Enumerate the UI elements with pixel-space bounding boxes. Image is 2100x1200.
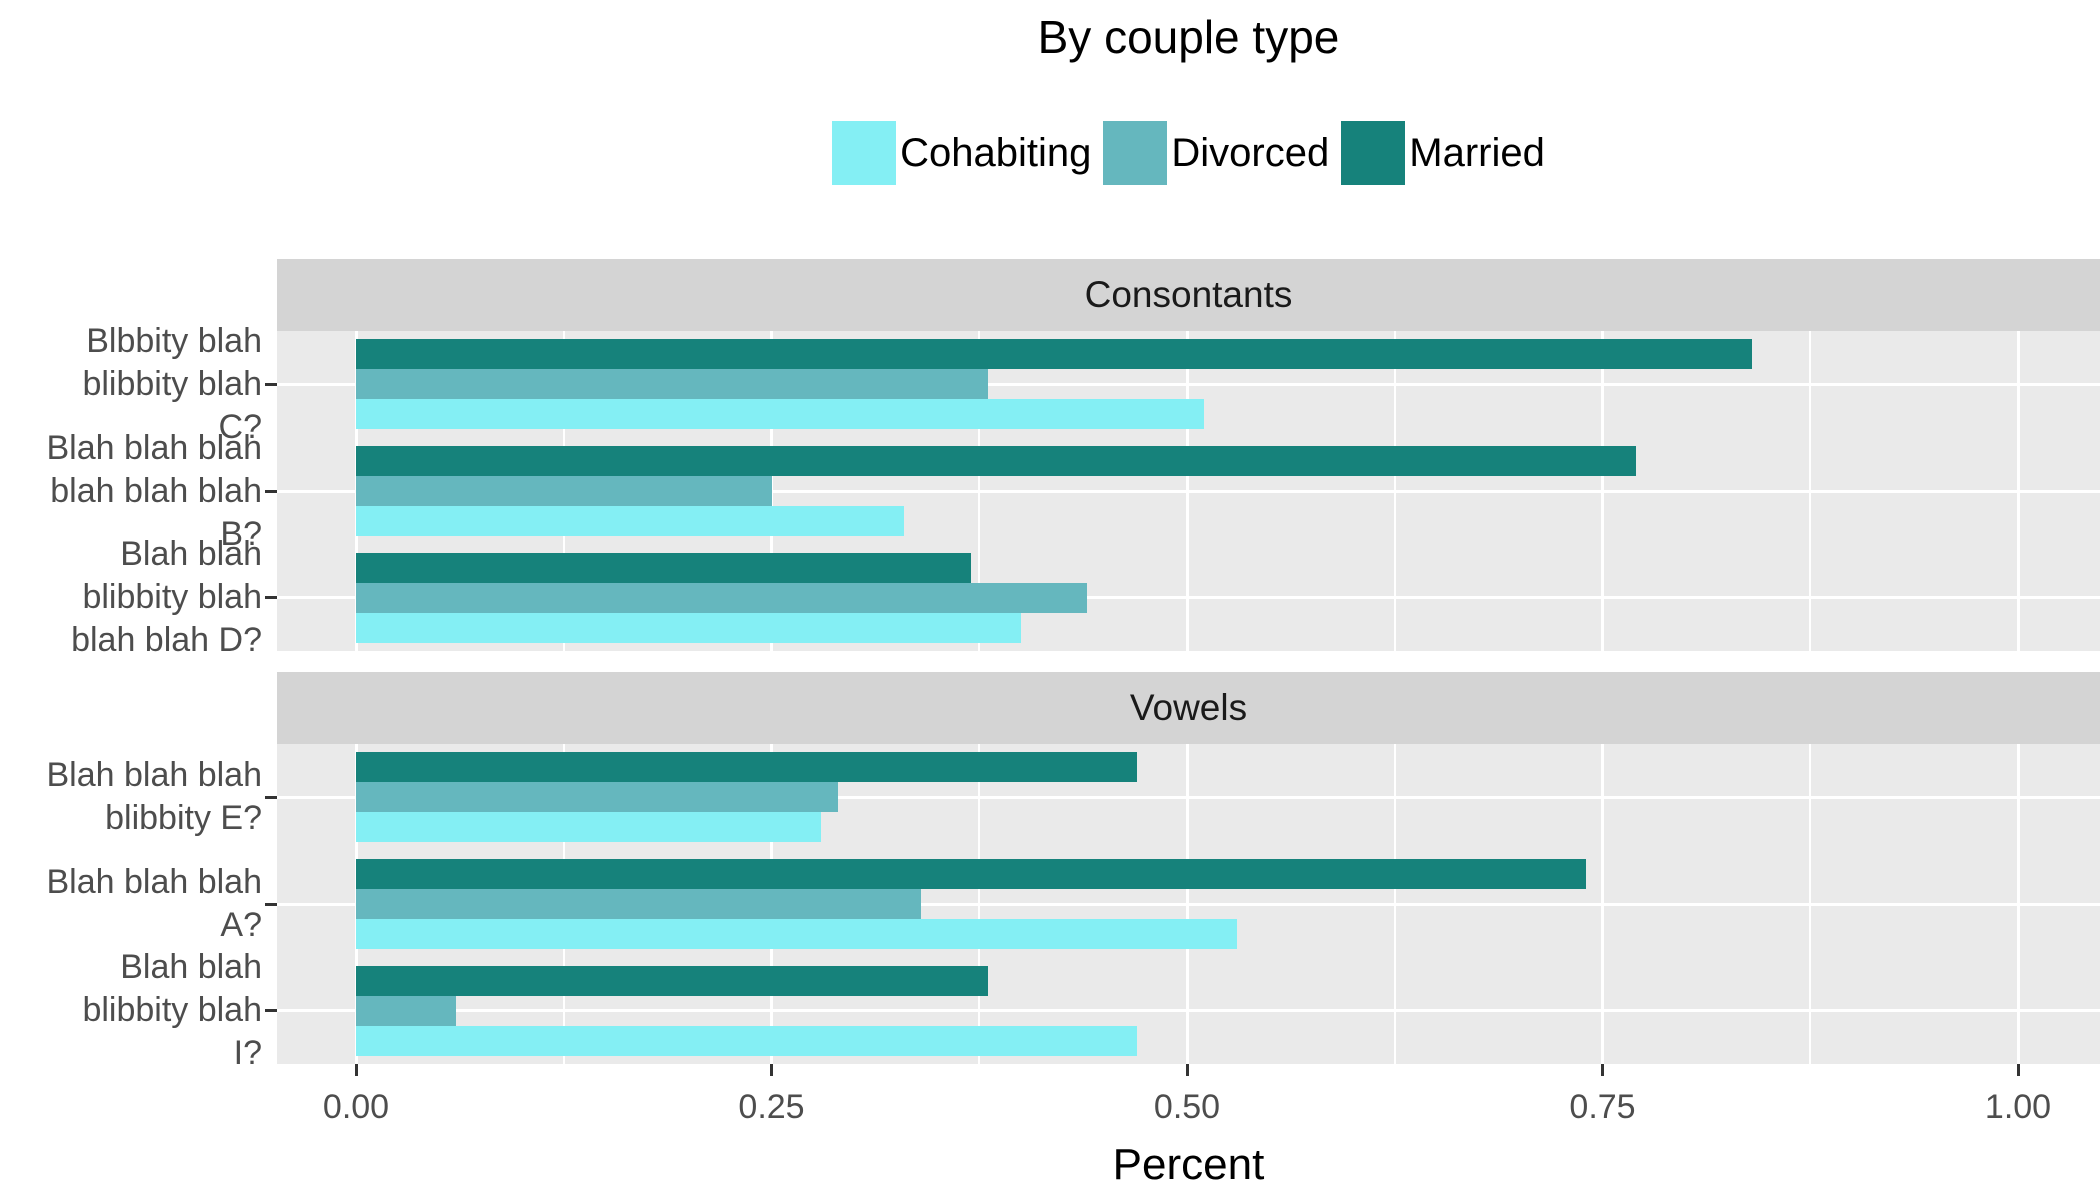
bar-divorced (356, 889, 922, 919)
x-tick-mark (354, 1064, 358, 1076)
gridline-horizontal (277, 489, 2100, 493)
x-tick-mark (1185, 1064, 1189, 1076)
x-tick-label: 0.25 (738, 1088, 805, 1126)
y-tick-mark (265, 902, 277, 906)
bar-cohabiting (356, 1025, 1138, 1056)
facet-panel-consontants (277, 331, 2100, 651)
legend-swatch-married (1341, 121, 1406, 185)
y-tick-mark (265, 1009, 277, 1013)
x-tick-mark (1601, 1064, 1604, 1076)
gridline-horizontal (277, 795, 2100, 799)
legend-swatch-cohabiting (832, 121, 897, 185)
chart-title: By couple type (1037, 11, 1340, 63)
gridline-minor (978, 331, 981, 651)
gridline-minor (978, 744, 981, 1064)
legend-item-cohabiting: Cohabiting (832, 121, 1091, 185)
y-tick-mark (265, 382, 277, 386)
legend-item-married: Married (1341, 121, 1545, 185)
gridline-major (770, 331, 773, 651)
legend: Cohabiting Divorced Married (277, 118, 2100, 188)
gridline-minor (1809, 744, 1812, 1064)
gridline-horizontal (277, 902, 2100, 906)
gridline-major (1601, 331, 1604, 651)
gridline-major (1185, 331, 1189, 651)
y-tick-mark (265, 795, 277, 799)
gridline-major (1185, 744, 1189, 1064)
y-axis-label: Blah blah blibbity blah blah blah D? (71, 535, 262, 660)
y-axis-label: Blbbity blah blibbity blah C? (82, 321, 262, 446)
x-tick-label: 0.50 (1153, 1088, 1221, 1126)
bar-married (356, 965, 988, 996)
bar-divorced (356, 995, 456, 1026)
bar-married (356, 446, 1636, 476)
bar-married (356, 339, 1753, 370)
gridline-major (1601, 744, 1604, 1064)
y-axis-label: Blah blah blah blah blah blah B? (46, 428, 262, 553)
bar-married (356, 859, 1586, 889)
facet-strip-consontants: Consontants (277, 259, 2100, 331)
bar-cohabiting (356, 812, 822, 843)
bar-cohabiting (356, 506, 905, 536)
y-axis-label: Blah blah blah A? (46, 863, 262, 944)
bar-divorced (356, 582, 1088, 613)
x-tick-label: 0.75 (1569, 1088, 1636, 1126)
x-tick-label: 0.00 (322, 1088, 390, 1126)
x-axis-title: Percent (1112, 1140, 1265, 1189)
bar-divorced (356, 476, 772, 506)
y-tick-mark (265, 596, 277, 600)
gridline-major (2016, 744, 2020, 1064)
facet-panel-vowels (277, 744, 2100, 1064)
x-tick-mark (2016, 1064, 2020, 1076)
bar-cohabiting (356, 612, 1021, 643)
legend-label: Cohabiting (900, 130, 1092, 175)
x-tick-mark (770, 1064, 773, 1076)
x-tick-label: 1.00 (1984, 1088, 2052, 1126)
gridline-minor (1393, 744, 1396, 1064)
y-axis-label: Blah blah blah blibbity E? (46, 756, 262, 838)
legend-label: Married (1409, 130, 1545, 175)
gridline-horizontal (277, 596, 2100, 600)
bar-cohabiting (356, 919, 1237, 949)
legend-item-divorced: Divorced (1103, 121, 1329, 185)
gridline-major (2016, 331, 2020, 651)
facet-strip-label: Vowels (1129, 687, 1248, 728)
gridline-minor (1809, 331, 1812, 651)
bar-divorced (356, 782, 838, 813)
bar-cohabiting (356, 399, 1204, 430)
bar-married (356, 752, 1138, 783)
legend-label: Divorced (1171, 130, 1330, 175)
bar-married (356, 552, 971, 583)
legend-swatch-divorced (1103, 121, 1168, 185)
y-tick-mark (265, 489, 277, 493)
facet-strip-vowels: Vowels (277, 672, 2100, 744)
y-axis-label: Blah blah blibbity blah I? (82, 948, 262, 1073)
gridline-horizontal (277, 382, 2100, 386)
bar-divorced (356, 369, 988, 400)
gridline-horizontal (277, 1009, 2100, 1013)
facet-strip-label: Consontants (1084, 274, 1293, 315)
gridline-minor (1393, 331, 1396, 651)
